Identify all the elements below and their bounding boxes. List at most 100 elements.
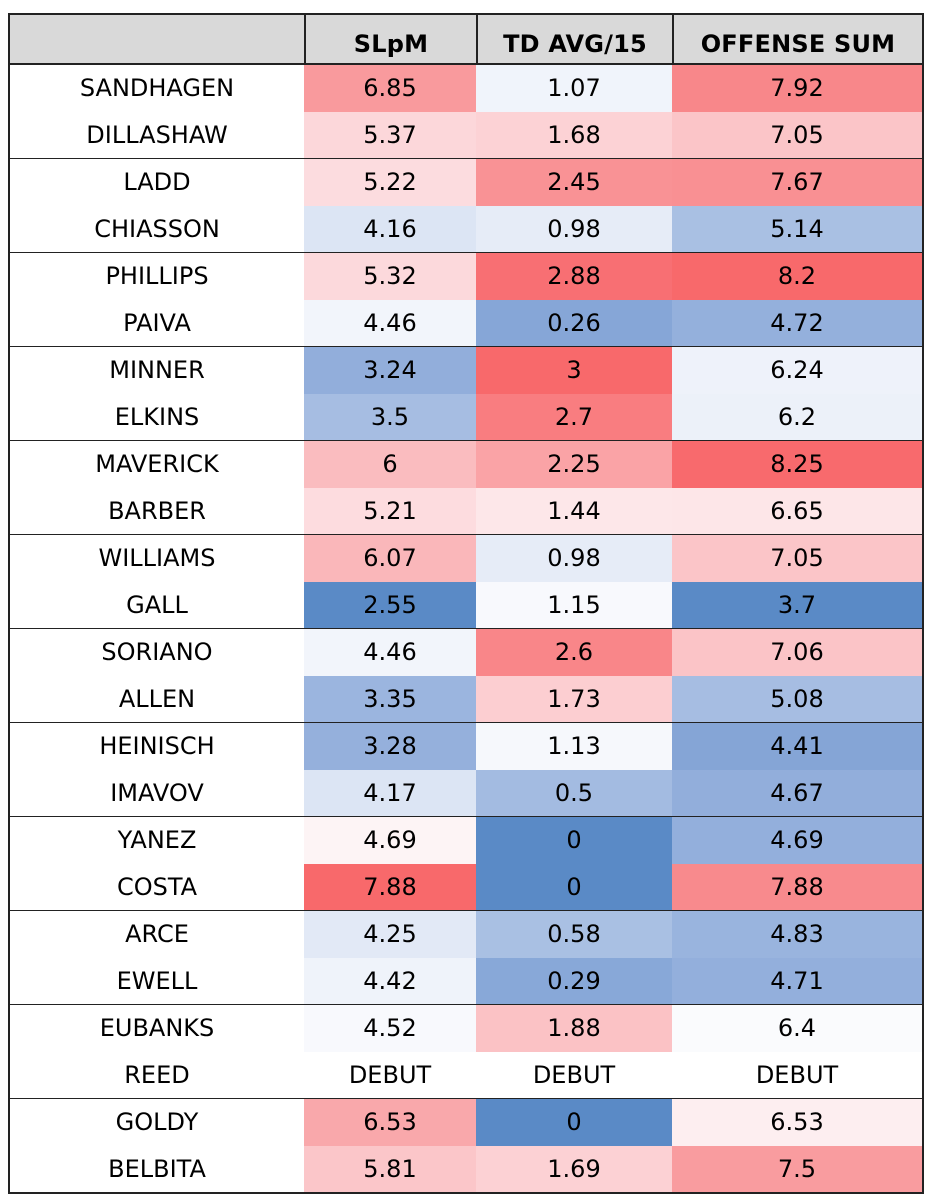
- table-row: CHIASSON 4.16 0.98 5.14: [10, 205, 922, 253]
- td-avg-cell: 3: [476, 347, 672, 394]
- fighter-name-cell: IMAVOV: [10, 769, 304, 816]
- slpm-cell: 7.88: [304, 863, 476, 910]
- offense-sum-cell: 6.65: [672, 487, 922, 534]
- fighter-name-cell: ELKINS: [10, 393, 304, 440]
- fighter-name-cell: YANEZ: [10, 817, 304, 864]
- table-row: EWELL 4.42 0.29 4.71: [10, 957, 922, 1005]
- table-row: YANEZ 4.69 0 4.69: [10, 817, 922, 864]
- fighter-name-cell: DILLASHAW: [10, 111, 304, 158]
- table-row: WILLIAMS 6.07 0.98 7.05: [10, 535, 922, 582]
- slpm-cell: 3.35: [304, 675, 476, 722]
- fighter-name-cell: PAIVA: [10, 299, 304, 346]
- table-row: ALLEN 3.35 1.73 5.08: [10, 675, 922, 723]
- offense-sum-cell: 6.4: [672, 1005, 922, 1052]
- table-row: GALL 2.55 1.15 3.7: [10, 581, 922, 629]
- slpm-cell: 2.55: [304, 581, 476, 628]
- offense-sum-cell: 4.72: [672, 299, 922, 346]
- table-row: SORIANO 4.46 2.6 7.06: [10, 629, 922, 676]
- offense-sum-cell: 4.41: [672, 723, 922, 770]
- table-row: IMAVOV 4.17 0.5 4.67: [10, 769, 922, 817]
- offense-sum-cell: 6.53: [672, 1099, 922, 1146]
- fighter-name-cell: COSTA: [10, 863, 304, 910]
- fighter-name-cell: EWELL: [10, 957, 304, 1004]
- offense-sum-cell: 7.5: [672, 1145, 922, 1192]
- table-row: SANDHAGEN 6.85 1.07 7.92: [10, 65, 922, 112]
- fighter-name-cell: ALLEN: [10, 675, 304, 722]
- offense-sum-cell: 6.2: [672, 393, 922, 440]
- header-cell-fighter: [10, 15, 304, 63]
- td-avg-cell: 1.69: [476, 1145, 672, 1192]
- offense-sum-cell: DEBUT: [672, 1051, 922, 1098]
- slpm-cell: 3.28: [304, 723, 476, 770]
- slpm-cell: 4.46: [304, 629, 476, 676]
- header-row: SLpM TD AVG/15 OFFENSE SUM: [10, 15, 922, 65]
- offense-sum-cell: 7.06: [672, 629, 922, 676]
- fighter-name-cell: EUBANKS: [10, 1005, 304, 1052]
- offense-sum-cell: 5.08: [672, 675, 922, 722]
- td-avg-cell: 1.88: [476, 1005, 672, 1052]
- slpm-cell: 4.52: [304, 1005, 476, 1052]
- slpm-cell: 3.24: [304, 347, 476, 394]
- slpm-cell: 6.85: [304, 65, 476, 112]
- slpm-cell: 5.81: [304, 1145, 476, 1192]
- table-row: DILLASHAW 5.37 1.68 7.05: [10, 111, 922, 159]
- fighter-name-cell: LADD: [10, 159, 304, 206]
- slpm-cell: 4.69: [304, 817, 476, 864]
- fighter-name-cell: SANDHAGEN: [10, 65, 304, 112]
- td-avg-cell: 2.6: [476, 629, 672, 676]
- table-row: GOLDY 6.53 0 6.53: [10, 1099, 922, 1146]
- table-row: ELKINS 3.5 2.7 6.2: [10, 393, 922, 441]
- td-avg-cell: 0: [476, 817, 672, 864]
- td-avg-cell: 0.26: [476, 299, 672, 346]
- td-avg-cell: 0.98: [476, 205, 672, 252]
- offense-sum-cell: 7.67: [672, 159, 922, 206]
- td-avg-cell: 0.5: [476, 769, 672, 816]
- td-avg-cell: 1.73: [476, 675, 672, 722]
- offense-sum-cell: 4.67: [672, 769, 922, 816]
- td-avg-cell: 0.98: [476, 535, 672, 582]
- td-avg-cell: 1.44: [476, 487, 672, 534]
- fighter-name-cell: BELBITA: [10, 1145, 304, 1192]
- slpm-cell: 5.37: [304, 111, 476, 158]
- table-row: BELBITA 5.81 1.69 7.5: [10, 1145, 922, 1192]
- fighter-name-cell: REED: [10, 1051, 304, 1098]
- table-row: ARCE 4.25 0.58 4.83: [10, 911, 922, 958]
- td-avg-cell: 0.58: [476, 911, 672, 958]
- slpm-cell: 5.22: [304, 159, 476, 206]
- table-row: REED DEBUT DEBUT DEBUT: [10, 1051, 922, 1099]
- slpm-cell: 6: [304, 441, 476, 488]
- offense-sum-cell: 4.83: [672, 911, 922, 958]
- offense-sum-cell: 8.25: [672, 441, 922, 488]
- offense-sum-cell: 7.92: [672, 65, 922, 112]
- td-avg-cell: 0: [476, 863, 672, 910]
- fighter-name-cell: CHIASSON: [10, 205, 304, 252]
- slpm-cell: 4.46: [304, 299, 476, 346]
- td-avg-cell: 0: [476, 1099, 672, 1146]
- slpm-cell: 4.25: [304, 911, 476, 958]
- header-cell-slpm: SLpM: [304, 15, 476, 63]
- td-avg-cell: DEBUT: [476, 1051, 672, 1098]
- offense-sum-cell: 4.71: [672, 957, 922, 1004]
- slpm-cell: 5.21: [304, 487, 476, 534]
- offense-sum-cell: 7.05: [672, 111, 922, 158]
- td-avg-cell: 1.68: [476, 111, 672, 158]
- table-row: PHILLIPS 5.32 2.88 8.2: [10, 253, 922, 300]
- td-avg-cell: 0.29: [476, 957, 672, 1004]
- td-avg-cell: 2.7: [476, 393, 672, 440]
- slpm-cell: DEBUT: [304, 1051, 476, 1098]
- fighter-name-cell: BARBER: [10, 487, 304, 534]
- header-cell-td-avg: TD AVG/15: [476, 15, 672, 63]
- table-row: MINNER 3.24 3 6.24: [10, 347, 922, 394]
- header-cell-offense-sum: OFFENSE SUM: [672, 15, 922, 63]
- fighter-name-cell: ARCE: [10, 911, 304, 958]
- stats-table: SLpM TD AVG/15 OFFENSE SUM SANDHAGEN 6.85…: [8, 13, 924, 1194]
- fighter-name-cell: GOLDY: [10, 1099, 304, 1146]
- fighter-name-cell: MAVERICK: [10, 441, 304, 488]
- table-row: COSTA 7.88 0 7.88: [10, 863, 922, 911]
- offense-sum-cell: 6.24: [672, 347, 922, 394]
- td-avg-cell: 1.07: [476, 65, 672, 112]
- slpm-cell: 4.16: [304, 205, 476, 252]
- offense-sum-cell: 3.7: [672, 581, 922, 628]
- fighter-name-cell: PHILLIPS: [10, 253, 304, 300]
- offense-sum-cell: 5.14: [672, 205, 922, 252]
